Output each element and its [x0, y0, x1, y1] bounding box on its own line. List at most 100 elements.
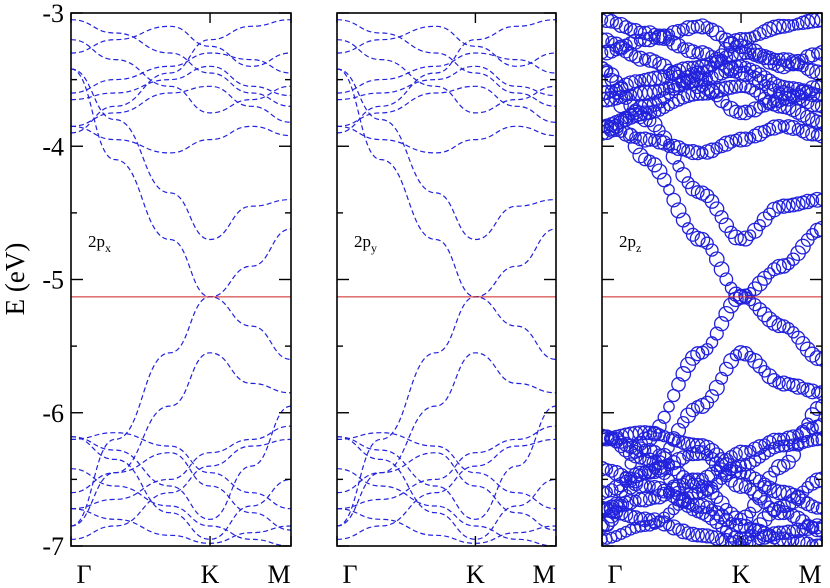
band-point — [632, 50, 649, 67]
band-point — [732, 517, 749, 535]
band-point — [804, 47, 820, 63]
band-point — [694, 527, 710, 543]
band-point — [641, 31, 658, 48]
band-line — [337, 125, 556, 154]
band-point — [641, 52, 658, 68]
band-point — [776, 505, 792, 521]
band-point — [690, 72, 706, 88]
band-point — [814, 78, 822, 94]
band-point — [708, 251, 725, 268]
band-point — [666, 192, 682, 208]
band-point — [662, 507, 676, 520]
band-point — [776, 198, 792, 214]
x-tick-label: Γ — [76, 560, 91, 588]
band-point — [815, 88, 822, 103]
band-point — [718, 512, 734, 528]
panel-label-subscript: x — [105, 241, 111, 255]
band-point — [727, 534, 744, 546]
band-point — [602, 125, 610, 141]
band-point — [602, 516, 615, 533]
band-point — [781, 532, 796, 546]
band-line — [71, 68, 291, 241]
band-point — [766, 19, 783, 36]
band-point — [797, 53, 809, 66]
band-point — [729, 460, 743, 474]
band-point — [815, 193, 822, 207]
x-tick-label: Γ — [607, 560, 622, 588]
band-point — [662, 487, 676, 500]
band-point — [614, 125, 628, 138]
band-point — [737, 230, 754, 247]
band-point — [657, 460, 672, 475]
band-point — [767, 262, 782, 277]
band-point — [710, 477, 724, 490]
band-point — [672, 523, 685, 536]
band-point — [634, 520, 647, 533]
band-point — [761, 368, 778, 385]
band-point — [690, 145, 706, 161]
band-point — [602, 432, 610, 447]
band-point — [704, 389, 720, 404]
band-point — [646, 84, 663, 100]
x-tick-label: M — [798, 560, 821, 588]
band-point — [705, 49, 719, 64]
band-point — [671, 23, 686, 39]
band-point — [724, 281, 738, 295]
band-point — [651, 163, 668, 180]
band-point — [647, 491, 662, 505]
band-point — [695, 72, 710, 87]
band-line — [71, 125, 291, 154]
band-point — [602, 32, 610, 48]
band-point — [801, 518, 814, 532]
band-point — [685, 72, 701, 89]
band-point — [662, 63, 676, 76]
x-tick-label: K — [466, 560, 485, 588]
band-point — [771, 18, 787, 35]
band-point — [814, 13, 822, 28]
band-point — [709, 505, 725, 521]
band-line — [337, 65, 556, 101]
band-point — [718, 532, 735, 546]
band-point — [602, 44, 615, 61]
band-point — [637, 425, 653, 441]
band-point — [656, 28, 672, 44]
band-point — [782, 439, 795, 453]
band-point — [724, 535, 738, 546]
band-point — [602, 63, 614, 78]
band-point — [675, 523, 692, 540]
band-point — [700, 236, 714, 250]
band-point — [785, 120, 802, 136]
panel-2: Γ K M 2py — [336, 12, 557, 588]
band-line — [337, 425, 556, 510]
band-line — [337, 436, 556, 540]
band-point — [638, 465, 652, 480]
band-point — [809, 114, 822, 129]
band-point — [796, 485, 810, 499]
band-point — [815, 502, 822, 515]
band-point — [787, 326, 800, 339]
band-point — [804, 346, 821, 363]
band-point — [747, 128, 763, 144]
band-point — [676, 470, 691, 485]
band-point — [724, 474, 738, 488]
band-point — [743, 482, 757, 496]
band-point — [689, 230, 706, 247]
band-line — [71, 352, 291, 527]
band-point — [809, 521, 822, 538]
band-point — [728, 286, 744, 302]
band-point — [781, 198, 796, 214]
band-point — [689, 444, 706, 461]
band-point — [756, 306, 773, 323]
band-point — [713, 261, 730, 278]
band-point — [677, 42, 690, 55]
band-point — [632, 425, 649, 441]
band-point — [751, 489, 768, 506]
band-line — [71, 296, 291, 527]
y-tick-labels: -3 -4 -5 -6 -7 — [42, 0, 64, 561]
band-point — [700, 20, 714, 35]
panel-label-main: 2p — [354, 232, 371, 251]
band-point — [775, 58, 792, 75]
band-point — [804, 383, 821, 400]
band-point — [804, 475, 820, 491]
